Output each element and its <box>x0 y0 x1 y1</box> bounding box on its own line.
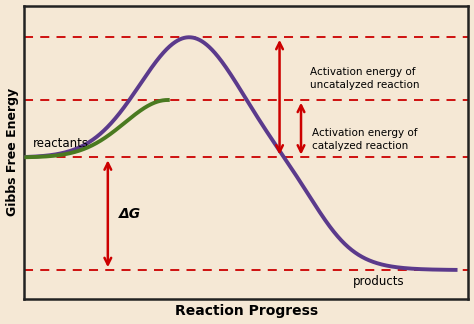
Text: Activation energy of
catalyzed reaction: Activation energy of catalyzed reaction <box>312 128 417 151</box>
Text: reactants: reactants <box>33 137 89 150</box>
Y-axis label: Gibbs Free Energy: Gibbs Free Energy <box>6 88 18 216</box>
X-axis label: Reaction Progress: Reaction Progress <box>175 305 318 318</box>
Text: ΔG: ΔG <box>118 207 141 221</box>
Text: Activation energy of
uncatalyzed reaction: Activation energy of uncatalyzed reactio… <box>310 67 419 90</box>
Text: products: products <box>353 275 404 288</box>
